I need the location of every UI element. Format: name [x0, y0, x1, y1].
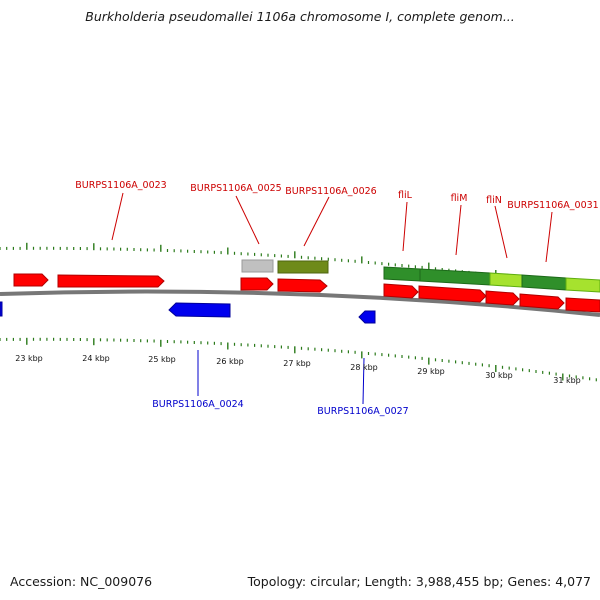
- feature-flin[interactable]: [489, 272, 523, 288]
- gene-flim[interactable]: [418, 285, 487, 303]
- feature-0025[interactable]: [241, 259, 274, 273]
- scale-label-25kbp: 25 kbp: [148, 355, 176, 364]
- map-title: Burkholderia pseudomallei 1106a chromoso…: [85, 9, 515, 24]
- chromosome-backbone: [0, 289, 600, 317]
- scale-label-24kbp: 24 kbp: [82, 354, 110, 363]
- scale-labels: 23 kbp 24 kbp 25 kbp 26 kbp 27 kbp 28 kb…: [15, 354, 581, 385]
- reverse-leader-lines: [197, 350, 365, 405]
- forward-genes: [13, 273, 600, 313]
- scale-label-27kbp: 27 kbp: [283, 359, 311, 368]
- lower-tick-row: [0, 337, 597, 382]
- topology-summary: Topology: circular; Length: 3,988,455 bp…: [247, 574, 591, 589]
- gene-burps1106a-0031[interactable]: [519, 293, 565, 310]
- scale-label-31kbp: 31 kbp: [553, 376, 581, 385]
- label-flil[interactable]: fliL: [398, 190, 413, 201]
- gene-forward-0022[interactable]: [13, 273, 49, 287]
- gene-reverse-0022[interactable]: [0, 301, 3, 317]
- scale-label-26kbp: 26 kbp: [216, 357, 244, 366]
- gene-burps1106a-0023[interactable]: [57, 274, 165, 288]
- feature-0031[interactable]: [521, 274, 567, 291]
- forward-leader-lines: [111, 192, 553, 263]
- feature-next[interactable]: [565, 277, 600, 293]
- gene-burps1106a-0026[interactable]: [277, 278, 328, 293]
- reverse-gene-labels: BURPS1106A_0024 BURPS1106A_0027: [152, 399, 408, 417]
- label-burps1106a-0025[interactable]: BURPS1106A_0025: [190, 183, 281, 194]
- gene-flin[interactable]: [485, 290, 520, 306]
- accession-text: Accession: NC_009076: [10, 574, 153, 589]
- feature-flil[interactable]: [383, 266, 421, 282]
- gene-forward-next[interactable]: [565, 297, 600, 313]
- scale-label-23kbp: 23 kbp: [15, 354, 43, 363]
- feature-0026[interactable]: [277, 260, 329, 274]
- label-burps1106a-0026[interactable]: BURPS1106A_0026: [285, 186, 376, 197]
- forward-gene-labels: BURPS1106A_0023 BURPS1106A_0025 BURPS110…: [75, 180, 598, 211]
- label-burps1106a-0023[interactable]: BURPS1106A_0023: [75, 180, 166, 191]
- feature-flim[interactable]: [419, 268, 491, 286]
- gene-burps1106a-0024[interactable]: [168, 302, 231, 318]
- gene-burps1106a-0027[interactable]: [358, 310, 376, 324]
- scale-label-28kbp: 28 kbp: [350, 363, 378, 372]
- label-flim[interactable]: fliM: [451, 193, 468, 204]
- label-burps1106a-0024[interactable]: BURPS1106A_0024: [152, 399, 243, 410]
- gene-flil[interactable]: [383, 283, 419, 299]
- label-burps1106a-0027[interactable]: BURPS1106A_0027: [317, 406, 408, 417]
- feature-track: [241, 259, 600, 293]
- label-flin[interactable]: fliN: [486, 195, 502, 206]
- reverse-genes: [0, 301, 376, 324]
- label-burps1106a-0031[interactable]: BURPS1106A_0031: [507, 200, 598, 211]
- scale-label-30kbp: 30 kbp: [485, 371, 513, 380]
- gene-burps1106a-0025[interactable]: [240, 277, 274, 291]
- scale-label-29kbp: 29 kbp: [417, 367, 445, 376]
